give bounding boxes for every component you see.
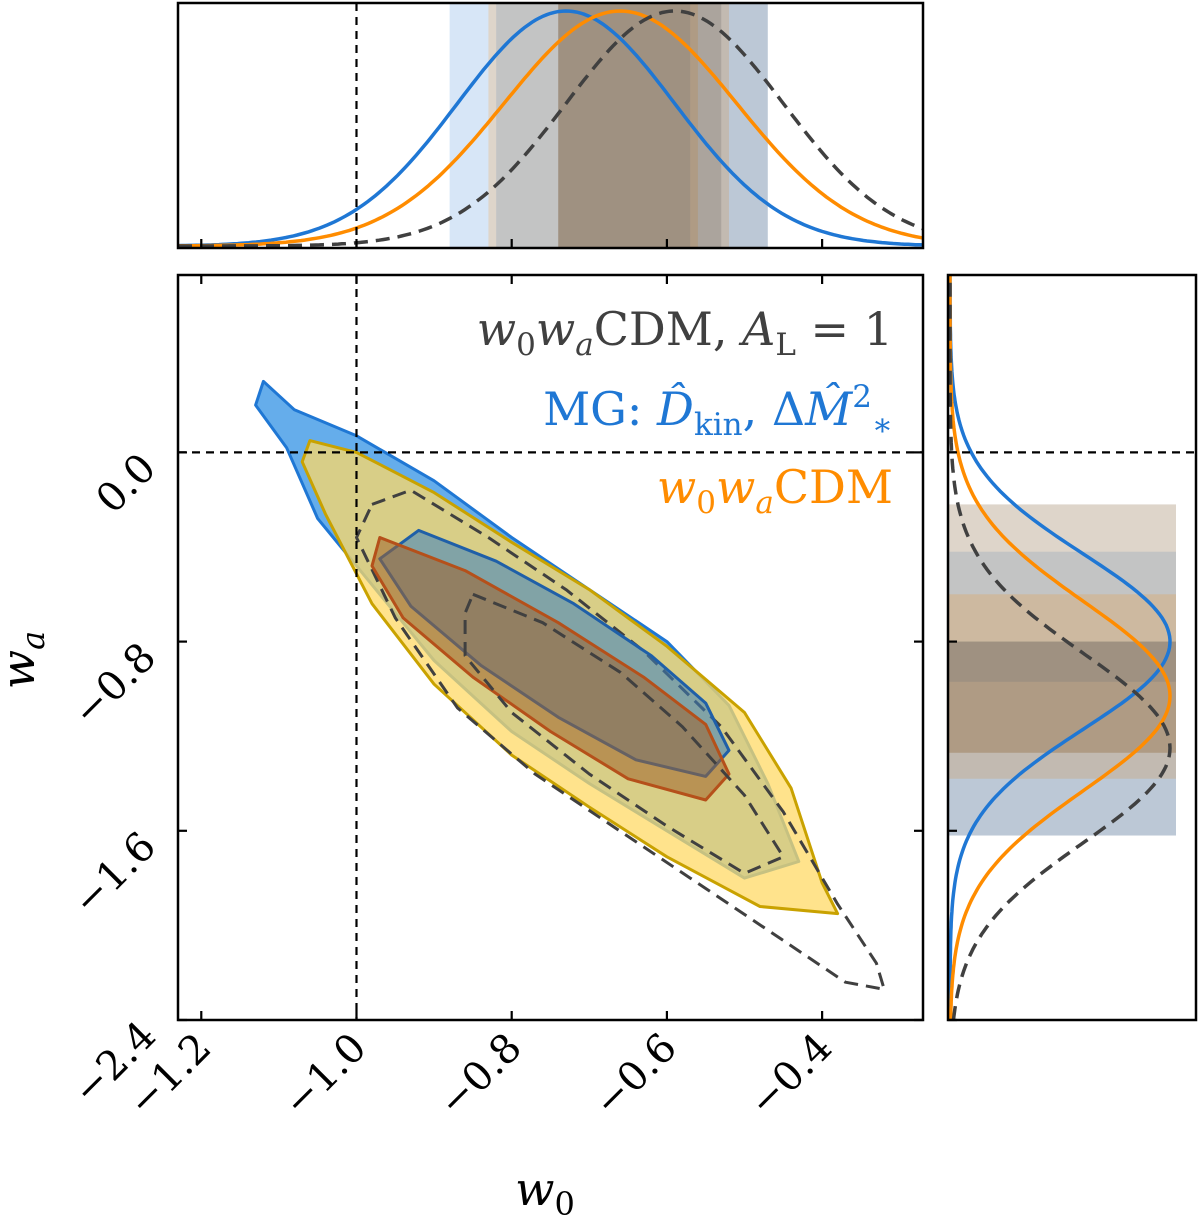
legend-text: 2 — [852, 379, 872, 415]
legend-text: A — [738, 302, 775, 356]
legend-text: w — [477, 302, 516, 356]
x-axis-label: w0 — [515, 1162, 575, 1217]
legend-text: kin — [694, 407, 743, 443]
w0wacdm-al1-contour-95 — [355, 488, 886, 991]
mg-wa-band-68 — [948, 551, 1176, 682]
x-tick-label: −1.0 — [274, 1025, 375, 1126]
y-tick-label: −0.8 — [64, 634, 165, 735]
mg-w0-band-95 — [449, 3, 768, 248]
legend-text: a — [755, 485, 773, 521]
legend-text: = 1 — [796, 302, 893, 356]
w0-marginal-panel — [176, 1, 925, 250]
y-tick-label: −1.6 — [64, 823, 165, 924]
legend: w0waCDM, AL = 1MG: D̂kin, ΔM̂2∗w0waCDM — [477, 302, 893, 521]
wa-marginal-panel — [946, 273, 1198, 1022]
legend-text: L — [775, 327, 796, 363]
x-tick-label: −0.6 — [585, 1025, 686, 1126]
w0wacdm-al1-wa-posterior-curve — [948, 275, 1172, 1020]
legend-text: ∗ — [872, 407, 893, 443]
legend-text: w — [536, 302, 575, 356]
y-axis-label-sub: a — [14, 631, 52, 650]
w0wacdm-al1-contour-68 — [463, 592, 785, 875]
legend-text: w — [657, 460, 696, 514]
legend-text: a — [575, 327, 593, 363]
w0wacdm-w0-posterior-curve — [178, 9, 923, 248]
mg-w0-band-68 — [496, 3, 691, 248]
w0-marginal-frame — [176, 1, 925, 250]
legend-text: CDM — [774, 460, 893, 514]
w0-wa-contour-panel: −1.2 −1.0 −0.8 −0.6 −0.4 −2.4−1.6−0.80.0 w0w… — [64, 273, 925, 1126]
contour-panel-frame — [176, 273, 925, 1022]
legend-text: , Δ — [743, 382, 805, 436]
w0wacdm-al1-w0-band-68 — [558, 3, 722, 248]
w0wacdm-w0-band-95 — [488, 3, 729, 248]
legend-text: MG: — [543, 382, 657, 436]
legend-text: 0 — [516, 327, 536, 363]
w0wacdm-al1-w0-band-95 — [558, 3, 768, 248]
legend-entry-w0wacdm: MG: D̂kin, ΔM̂2∗ — [543, 379, 893, 443]
y-axis-label: wa — [0, 631, 52, 689]
legend-text: M̂ — [804, 382, 854, 436]
y-axis-label-main: w — [0, 650, 45, 689]
wa-marginal-frame — [946, 273, 1198, 1022]
x-tick-label: −0.8 — [430, 1025, 531, 1126]
legend-text: CDM, — [594, 302, 742, 356]
y-tick-label: 0.0 — [88, 445, 166, 523]
mg-wa-posterior-curve — [948, 275, 1172, 1020]
x-axis-label-main: w — [515, 1162, 554, 1216]
mg-w0-posterior-curve — [178, 9, 923, 248]
w0wacdm-wa-band-68 — [948, 594, 1176, 753]
x-axis-label-sub: 0 — [555, 1185, 575, 1217]
x-tick-label: −0.4 — [740, 1025, 841, 1126]
legend-entry-w0wacdm-al1: w0waCDM — [657, 460, 893, 521]
w0wacdm-w0-band-68 — [558, 3, 698, 248]
legend-text: 0 — [696, 485, 716, 521]
mg-wa-band-95 — [948, 504, 1176, 836]
w0wacdm-contour-68 — [370, 536, 731, 802]
w0wacdm-al1-w0-posterior-curve — [178, 9, 923, 248]
legend-text: w — [716, 460, 755, 514]
legend-entry-mg: w0waCDM, AL = 1 — [477, 302, 893, 363]
legend-text: D̂ — [656, 382, 694, 436]
